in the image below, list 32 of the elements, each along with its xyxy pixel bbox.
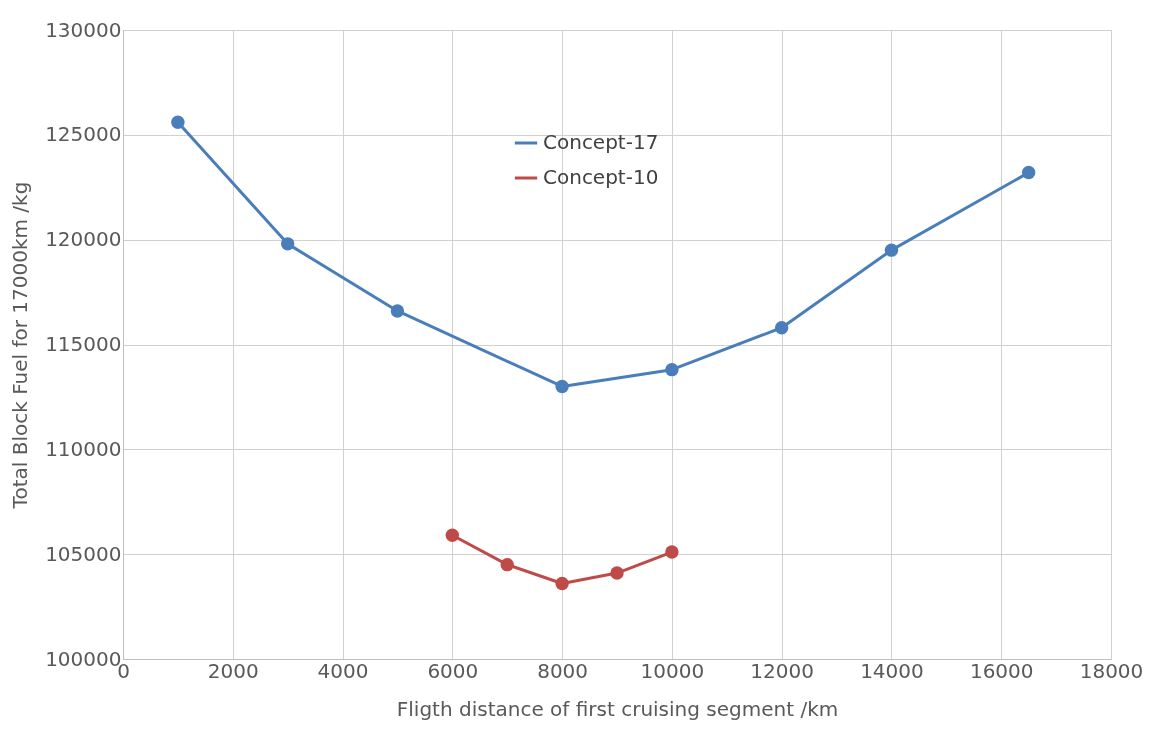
- x-tick-label: 2000: [207, 658, 259, 683]
- x-tick-label: 12000: [750, 658, 814, 683]
- x-tick-label: 6000: [427, 658, 479, 683]
- point: [500, 557, 514, 572]
- point: [665, 362, 679, 377]
- x-tick-label: 8000: [537, 658, 589, 683]
- point: [555, 379, 569, 394]
- x-axis-title: Fligth distance of first cruising segment /km: [396, 696, 839, 721]
- x-tick-label: 16000: [969, 658, 1034, 683]
- point: [445, 528, 460, 542]
- y-tick-label: 105000: [45, 541, 122, 566]
- y-tick-label: 130000: [45, 17, 122, 42]
- point: [390, 304, 405, 318]
- point: [280, 237, 295, 251]
- legend-label: Concept-10: [543, 165, 659, 189]
- y-tick-label: 125000: [45, 122, 122, 147]
- y-axis-title: Total Block Fuel for 17000km /kg: [8, 181, 33, 510]
- y-tick-label: 110000: [45, 436, 122, 461]
- x-tick-label: 4000: [317, 658, 369, 683]
- y-tick-label: 120000: [45, 227, 122, 252]
- point: [1021, 165, 1036, 180]
- x-tick-label: 14000: [860, 658, 924, 683]
- point: [555, 576, 569, 591]
- point: [610, 566, 624, 580]
- x-tick-label: 18000: [1079, 658, 1144, 683]
- x-tick-label: 10000: [640, 658, 705, 683]
- y-tick-label: 115000: [45, 332, 122, 356]
- point: [665, 545, 679, 559]
- point: [774, 321, 789, 335]
- point: [171, 115, 185, 129]
- point: [884, 243, 899, 257]
- legend-label: Concept-17: [543, 130, 659, 154]
